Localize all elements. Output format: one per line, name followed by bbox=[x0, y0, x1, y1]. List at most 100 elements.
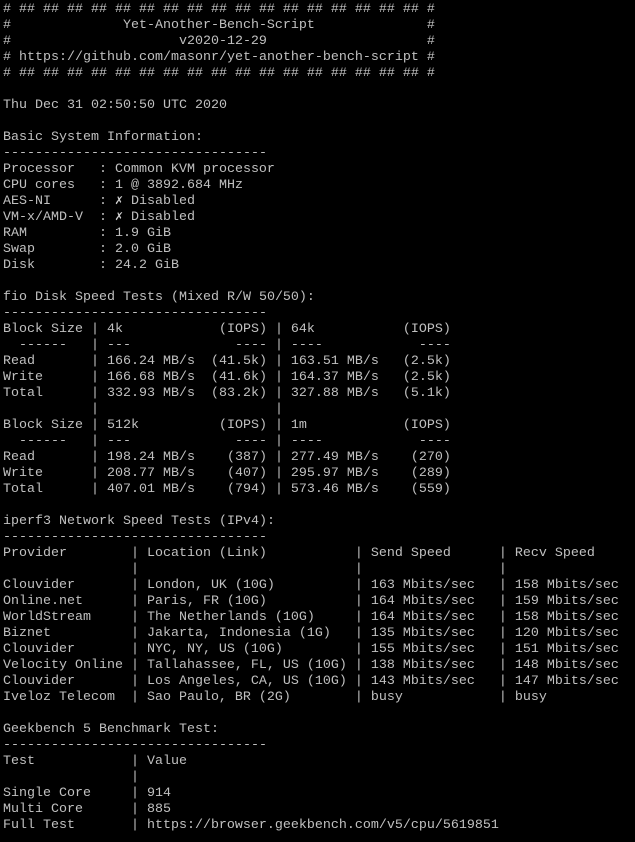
iperf-header: Provider Location (Link) Send Speed Recv Sp… bbox=[3, 546, 635, 562]
pipe: | bbox=[130, 674, 139, 689]
header-border: # ## ## ## ## ## ## ## ## ## ## ## ## ##… bbox=[3, 66, 635, 82]
header-edge: # bbox=[426, 34, 435, 49]
iperf-title: iperf3 Network Speed Tests (IPv4): bbox=[3, 514, 275, 529]
iops-label: (IOPS) bbox=[218, 418, 267, 433]
column-header: Value bbox=[146, 754, 187, 769]
pipe: | bbox=[274, 466, 283, 481]
fio-row-label: Write bbox=[3, 466, 43, 481]
provider: Velocity Online bbox=[3, 658, 123, 673]
provider: Biznet bbox=[3, 626, 51, 641]
iops: (289) bbox=[410, 466, 451, 481]
separator: --------------------------------- bbox=[3, 530, 635, 546]
geekbench-row: Full Test | https://browser.geekbench.com/… bbox=[3, 818, 635, 834]
fio-dashes: ------ | --- ---- | ---- ---- bbox=[3, 434, 635, 450]
provider: Clouvider bbox=[3, 674, 75, 689]
geekbench-result-link[interactable]: https://browser.geekbench.com/v5/cpu/561… bbox=[146, 818, 499, 833]
section-title: fio Disk Speed Tests (Mixed R/W 50/50): bbox=[3, 290, 635, 306]
iops: (270) bbox=[410, 450, 451, 465]
provider: Clouvider bbox=[3, 578, 75, 593]
geekbench-spacer: | bbox=[3, 770, 635, 786]
geekbench-header: Test | Value bbox=[3, 754, 635, 770]
speed: 208.77 MB/s bbox=[106, 466, 195, 481]
speed: 407.01 MB/s bbox=[106, 482, 195, 497]
section-title: Geekbench 5 Benchmark Test: bbox=[3, 722, 635, 738]
iperf-row: Velocity Online Tallahassee, FL, US (10G)… bbox=[3, 658, 635, 674]
header-edge: # bbox=[3, 18, 11, 33]
column-header: Provider bbox=[3, 546, 67, 561]
test-value: 914 bbox=[146, 786, 171, 801]
pipe: | bbox=[274, 322, 283, 337]
pipe: | bbox=[90, 322, 99, 337]
pipe: | bbox=[130, 818, 139, 833]
pipe: | bbox=[354, 562, 363, 577]
location: Sao Paulo, BR (2G) bbox=[146, 690, 291, 705]
cross-mark-icon: ✗ bbox=[114, 210, 123, 225]
separator-line: --------------------------------- bbox=[3, 530, 267, 545]
iops-label: (IOPS) bbox=[218, 322, 267, 337]
dash: ---- bbox=[234, 434, 267, 449]
run-date: Thu Dec 31 02:50:50 UTC 2020 bbox=[3, 98, 227, 113]
info-value: 1 @ 3892.684 MHz bbox=[114, 178, 243, 193]
section-title: iperf3 Network Speed Tests (IPv4): bbox=[3, 514, 635, 530]
pipe: | bbox=[498, 642, 507, 657]
system-info-title: Basic System Information: bbox=[3, 130, 203, 145]
header-version: # v2020-12-29 # bbox=[3, 34, 635, 50]
speed: 277.49 MB/s bbox=[290, 450, 379, 465]
info-label: Swap bbox=[3, 242, 35, 257]
iops: (41.6k) bbox=[210, 370, 267, 385]
blank bbox=[3, 82, 635, 98]
fio-dashes: ------ | --- ---- | ---- ---- bbox=[3, 338, 635, 354]
dash: ---- bbox=[418, 338, 451, 353]
fio-header: Block Size | 4k (IOPS) | 64k (IOPS) bbox=[3, 322, 635, 338]
system-info-row: VM-x/AMD-V: ✗ Disabled bbox=[3, 210, 635, 226]
pipe: | bbox=[130, 690, 139, 705]
fio-row: Read | 198.24 MB/s (387) | 277.49 MB/s (270) bbox=[3, 450, 635, 466]
pipe: | bbox=[498, 658, 507, 673]
dash: --- bbox=[106, 434, 131, 449]
iperf-row: Iveloz Telecom Sao Paulo, BR (2G) busy busy… bbox=[3, 690, 635, 706]
system-info-row: Disk:24.2 GiB bbox=[3, 258, 635, 274]
pipe: | bbox=[90, 354, 99, 369]
recv-speed: busy bbox=[514, 690, 547, 705]
dash: ------ bbox=[18, 338, 67, 353]
header-title: # Yet-Another-Bench-Script # bbox=[3, 18, 635, 34]
pipe: | bbox=[130, 770, 139, 785]
send-speed: busy bbox=[370, 690, 403, 705]
script-url-line: # https://github.com/masonr/yet-another-… bbox=[3, 50, 435, 65]
block-size-label: Block Size bbox=[3, 322, 83, 337]
block-size: 64k bbox=[290, 322, 315, 337]
info-label: VM-x/AMD-V bbox=[3, 210, 83, 225]
script-title: Yet-Another-Bench-Script bbox=[122, 18, 315, 33]
blank bbox=[3, 274, 635, 290]
location: Los Angeles, CA, US (10G) bbox=[146, 674, 347, 689]
fio-row: Read | 166.24 MB/s (41.5k) | 163.51 MB/s (2.5k… bbox=[3, 354, 635, 370]
pipe: | bbox=[274, 386, 283, 401]
iops: (41.5k) bbox=[210, 354, 267, 369]
info-label: AES-NI bbox=[3, 194, 51, 209]
location: London, UK (10G) bbox=[146, 578, 275, 593]
recv-speed: 148 Mbits/sec bbox=[514, 658, 619, 673]
geekbench-row: Multi Core | 885 bbox=[3, 802, 635, 818]
system-info-row: Swap:2.0 GiB bbox=[3, 242, 635, 258]
pipe: | bbox=[274, 434, 283, 449]
location: Paris, FR (10G) bbox=[146, 594, 267, 609]
pipe: | bbox=[498, 674, 507, 689]
pipe: | bbox=[274, 450, 283, 465]
pipe: | bbox=[90, 386, 99, 401]
provider: Iveloz Telecom bbox=[3, 690, 115, 705]
pipe: | bbox=[354, 594, 363, 609]
pipe: | bbox=[498, 562, 507, 577]
colon: : bbox=[98, 162, 107, 177]
separator-line: --------------------------------- bbox=[3, 738, 267, 753]
pipe: | bbox=[498, 626, 507, 641]
recv-speed: 147 Mbits/sec bbox=[514, 674, 619, 689]
geekbench-row: Single Core | 914 bbox=[3, 786, 635, 802]
info-value: 1.9 GiB bbox=[114, 226, 171, 241]
blank bbox=[3, 114, 635, 130]
pipe: | bbox=[90, 338, 99, 353]
test-value: 885 bbox=[146, 802, 171, 817]
dash: ------ bbox=[18, 434, 67, 449]
pipe: | bbox=[274, 354, 283, 369]
pipe: | bbox=[354, 610, 363, 625]
